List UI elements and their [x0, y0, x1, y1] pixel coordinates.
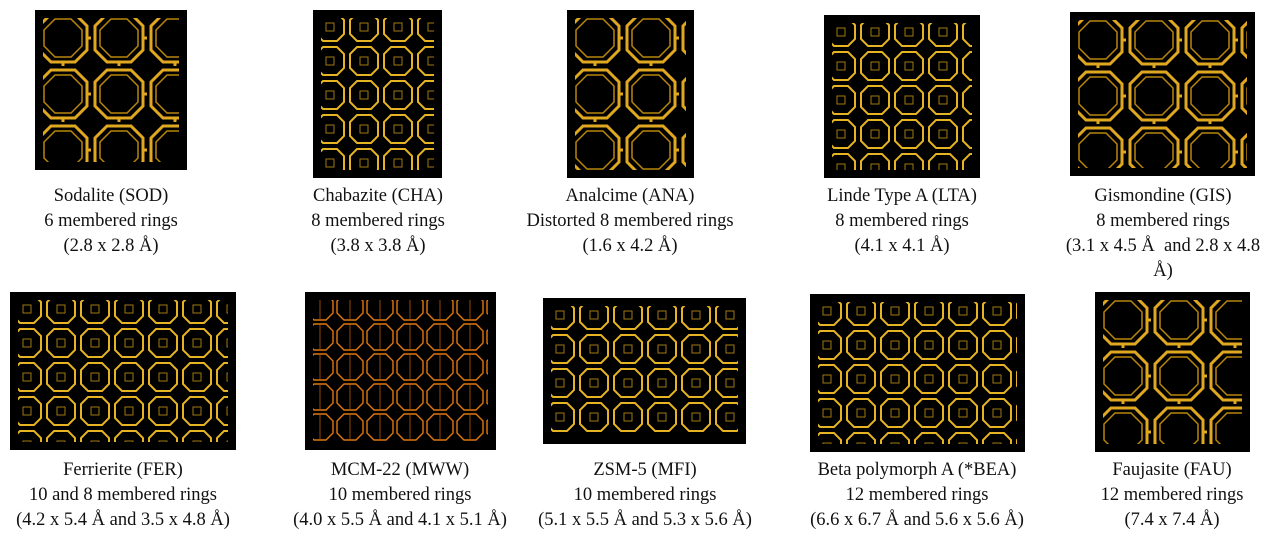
caption: Ferrierite (FER)10 and 8 membered rings(…: [0, 458, 273, 533]
framework-drawing: [1095, 292, 1250, 452]
caption-rings: 12 membered rings: [1022, 483, 1274, 508]
caption-pore: (7.4 x 7.4 Å): [1022, 508, 1274, 533]
caption-name: Analcime (ANA): [480, 184, 780, 209]
structure-image: [305, 292, 496, 450]
framework-drawing: [543, 298, 746, 444]
caption-pore: (2.8 x 2.8 Å): [0, 234, 261, 259]
caption-name: ZSM-5 (MFI): [495, 458, 795, 483]
caption: Analcime (ANA)Distorted 8 membered rings…: [480, 184, 780, 259]
caption-pore: (1.6 x 4.2 Å): [480, 234, 780, 259]
caption-rings: Distorted 8 membered rings: [480, 209, 780, 234]
framework-drawing: [305, 292, 496, 450]
structure-image: [810, 294, 1025, 452]
framework-drawing: [10, 292, 236, 450]
structure-image: [543, 298, 746, 444]
structure-image: [35, 10, 187, 170]
caption: Faujasite (FAU)12 membered rings(7.4 x 7…: [1022, 458, 1274, 533]
structure-image: [824, 15, 980, 178]
structure-image: [1095, 292, 1250, 452]
caption-rings: 8 membered rings: [752, 209, 1052, 234]
structure-image: [10, 292, 236, 450]
framework-drawing: [35, 10, 187, 170]
caption-rings: 6 membered rings: [0, 209, 261, 234]
caption-name: Linde Type A (LTA): [752, 184, 1052, 209]
framework-drawing: [824, 15, 980, 178]
caption-name: Sodalite (SOD): [0, 184, 261, 209]
caption-pore: (4.2 x 5.4 Å and 3.5 x 4.8 Å): [0, 508, 273, 533]
caption-pore: (3.1 x 4.5 Å and 2.8 x 4.8 Å): [1058, 234, 1268, 284]
caption: Gismondine (GIS)8 membered rings(3.1 x 4…: [1058, 184, 1268, 284]
figure: Sodalite (SOD)6 membered rings(2.8 x 2.8…: [0, 0, 1274, 544]
caption: ZSM-5 (MFI)10 membered rings(5.1 x 5.5 Å…: [495, 458, 795, 533]
caption-name: Gismondine (GIS): [1058, 184, 1268, 209]
structure-image: [567, 10, 694, 178]
caption-rings: 10 membered rings: [495, 483, 795, 508]
framework-drawing: [810, 294, 1025, 452]
caption: Sodalite (SOD)6 membered rings(2.8 x 2.8…: [0, 184, 261, 259]
caption-rings: 8 membered rings: [1058, 209, 1268, 234]
caption-name: Faujasite (FAU): [1022, 458, 1274, 483]
structure-image: [1070, 12, 1255, 176]
caption-rings: 10 and 8 membered rings: [0, 483, 273, 508]
caption: Linde Type A (LTA)8 membered rings(4.1 x…: [752, 184, 1052, 259]
framework-drawing: [313, 10, 442, 178]
framework-drawing: [1070, 12, 1255, 176]
caption-pore: (5.1 x 5.5 Å and 5.3 x 5.6 Å): [495, 508, 795, 533]
structure-image: [313, 10, 442, 178]
caption-name: Ferrierite (FER): [0, 458, 273, 483]
caption-pore: (4.1 x 4.1 Å): [752, 234, 1052, 259]
framework-drawing: [567, 10, 694, 178]
